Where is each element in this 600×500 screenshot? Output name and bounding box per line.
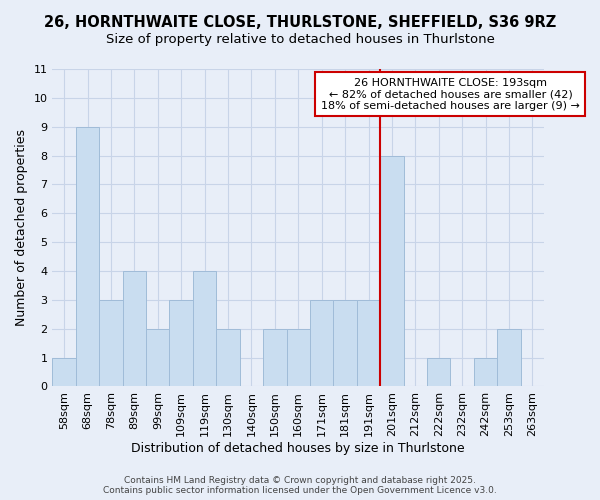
- Bar: [217, 328, 240, 386]
- Y-axis label: Number of detached properties: Number of detached properties: [15, 129, 28, 326]
- X-axis label: Distribution of detached houses by size in Thurlstone: Distribution of detached houses by size …: [131, 442, 465, 455]
- Bar: [169, 300, 193, 386]
- Bar: [263, 328, 287, 386]
- Bar: [193, 271, 217, 386]
- Bar: [76, 126, 99, 386]
- Text: 26 HORNTHWAITE CLOSE: 193sqm
← 82% of detached houses are smaller (42)
18% of se: 26 HORNTHWAITE CLOSE: 193sqm ← 82% of de…: [321, 78, 580, 111]
- Bar: [357, 300, 380, 386]
- Bar: [122, 271, 146, 386]
- Bar: [380, 156, 404, 386]
- Text: Contains HM Land Registry data © Crown copyright and database right 2025.
Contai: Contains HM Land Registry data © Crown c…: [103, 476, 497, 495]
- Bar: [310, 300, 334, 386]
- Bar: [427, 358, 451, 386]
- Bar: [99, 300, 122, 386]
- Bar: [287, 328, 310, 386]
- Text: 26, HORNTHWAITE CLOSE, THURLSTONE, SHEFFIELD, S36 9RZ: 26, HORNTHWAITE CLOSE, THURLSTONE, SHEFF…: [44, 15, 556, 30]
- Text: Size of property relative to detached houses in Thurlstone: Size of property relative to detached ho…: [106, 32, 494, 46]
- Bar: [146, 328, 169, 386]
- Bar: [334, 300, 357, 386]
- Bar: [52, 358, 76, 386]
- Bar: [497, 328, 521, 386]
- Bar: [474, 358, 497, 386]
